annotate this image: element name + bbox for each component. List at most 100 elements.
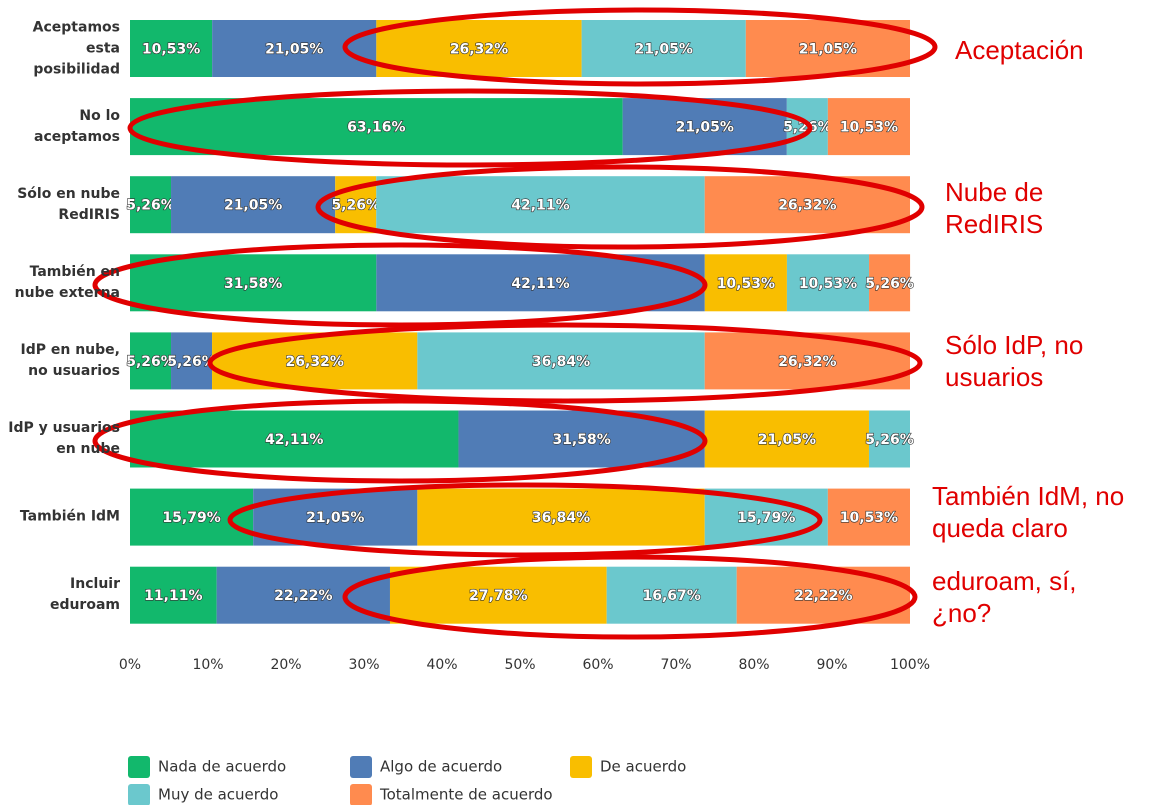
data-label: 21,05% [306,510,364,526]
data-label: 15,79% [162,510,220,526]
bar-segment [376,176,705,234]
data-label: 21,05% [799,42,857,58]
data-label: 21,05% [265,42,323,58]
annotation: Sólo IdP, no usuarios [945,330,1084,392]
data-label: 36,84% [532,510,590,526]
data-label: 11,11% [144,588,202,604]
category-label: IdP en nube, no usuarios [20,341,120,379]
annotation-ellipse [342,554,918,640]
legend-label: De acuerdo [600,758,686,776]
data-label: 26,32% [778,354,836,370]
data-label: 10,53% [840,120,898,136]
legend-swatch [128,756,150,778]
bar-segment [869,254,911,312]
bar-segment [581,20,746,77]
bar-segment [704,410,869,468]
annotation: Aceptación [955,35,1084,65]
data-label: 10,53% [142,42,200,58]
category-label: También IdM [19,508,120,525]
bar-segment [212,20,377,77]
legend-label: Totalmente de acuerdo [379,786,553,804]
annotation-ellipse [342,7,938,87]
annotation-ellipse [92,242,708,328]
bar-segment [704,254,787,312]
x-tick-label: 0% [119,657,141,673]
legend-swatch [128,784,150,805]
data-label: 5,26% [865,276,914,292]
x-tick-label: 100% [890,657,930,673]
annotation-ellipse [315,164,925,250]
x-tick-label: 50% [504,657,535,673]
data-label: 10,53% [717,276,775,292]
data-label: 5,26% [167,354,216,370]
legend-label: Algo de acuerdo [380,758,502,776]
bar-segment [130,566,217,624]
bar-segment [171,332,213,390]
bar-segment [786,254,870,312]
data-label: 10,53% [840,510,898,526]
annotation-ellipse [127,88,813,168]
data-label: 21,05% [224,198,282,214]
data-label: 22,22% [274,588,332,604]
bar-segment [417,488,705,546]
annotation-ellipse [207,322,923,404]
x-tick-label: 30% [348,657,379,673]
annotation-ellipse [92,398,708,484]
legend-swatch [570,756,592,778]
bar-segment [827,98,910,156]
data-label: 10,53% [799,276,857,292]
data-label: 26,32% [778,198,836,214]
legend-swatch [350,756,372,778]
data-label: 27,78% [469,588,527,604]
data-label: 26,32% [450,42,508,58]
bar-segment [130,254,377,312]
annotation-ellipse [227,482,823,558]
data-label: 36,84% [532,354,590,370]
bar-segment [417,332,705,390]
data-label: 5,26% [126,198,175,214]
data-label: 21,05% [758,432,816,448]
bar-segment [827,488,910,546]
category-label: IdP y usuarios en nube [8,420,120,457]
x-tick-label: 10% [192,657,223,673]
bar-segment [130,98,623,156]
x-tick-label: 60% [582,657,613,673]
bar-segment [868,410,910,468]
data-label: 5,26% [783,120,832,136]
annotation: Nube de RedIRIS [945,177,1044,239]
x-tick-label: 20% [270,657,301,673]
x-tick-label: 40% [426,657,457,673]
annotation: También IdM, no queda claro [932,481,1125,543]
data-label: 21,05% [635,42,693,58]
data-label: 21,05% [676,120,734,136]
bar-segment [130,332,172,390]
data-label: 31,58% [552,432,610,448]
bar-segment [130,20,213,77]
bar-segment [389,566,607,624]
bar-segment [130,176,172,234]
data-label: 5,26% [331,198,380,214]
data-label: 22,22% [794,588,852,604]
data-label: 5,26% [126,354,175,370]
category-label: Incluir eduroam [49,576,120,614]
category-label: También en nube externa [14,263,120,301]
data-label: 42,11% [511,198,569,214]
category-label: No lo aceptamos [34,107,120,145]
x-tick-label: 70% [660,657,691,673]
data-label: 26,32% [286,354,344,370]
bar-segment [130,410,459,468]
category-label: Sólo en nube RedIRIS [17,185,120,223]
x-tick-label: 90% [816,657,847,673]
bar-segment [216,566,390,624]
legend-label: Nada de acuerdo [158,758,286,776]
data-label: 16,67% [643,588,701,604]
bar-segment [376,20,582,77]
data-label: 63,16% [347,120,405,136]
x-tick-label: 80% [738,657,769,673]
legend-swatch [350,784,372,805]
annotation: eduroam, sí, ¿no? [932,566,1077,628]
data-label: 42,11% [265,432,323,448]
data-label: 15,79% [737,510,795,526]
